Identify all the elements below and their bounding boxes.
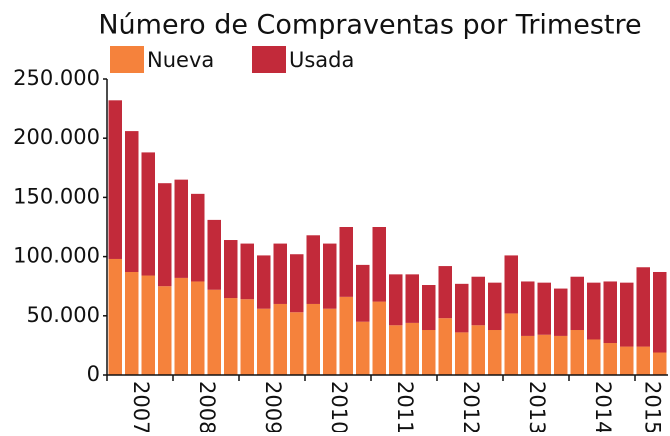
bar xyxy=(372,301,386,375)
bar xyxy=(158,183,172,287)
bar xyxy=(207,289,221,375)
bar xyxy=(438,266,452,319)
bar xyxy=(488,282,502,331)
bar xyxy=(273,243,287,304)
bar xyxy=(273,303,287,375)
bar xyxy=(290,312,304,375)
bar xyxy=(389,325,403,375)
y-tick-label: 150.000 xyxy=(13,184,100,208)
bar xyxy=(422,330,436,375)
bar xyxy=(438,318,452,375)
bar xyxy=(620,282,634,347)
bar xyxy=(306,303,320,375)
bar xyxy=(108,100,122,259)
bar xyxy=(125,271,139,375)
bar xyxy=(504,313,518,375)
y-tick-label: 200.000 xyxy=(13,125,100,149)
bar xyxy=(537,334,551,375)
legend-label: Nueva xyxy=(147,48,214,72)
bar xyxy=(603,281,617,344)
x-tick-label: 2013 xyxy=(525,381,549,432)
bar xyxy=(306,235,320,304)
bar xyxy=(620,346,634,375)
x-tick-label: 2015 xyxy=(641,381,665,432)
bar xyxy=(224,298,238,375)
bar xyxy=(158,286,172,375)
bar xyxy=(405,322,419,375)
bar xyxy=(405,274,419,323)
x-tick-label: 2008 xyxy=(195,381,219,432)
bar xyxy=(537,282,551,335)
x-tick-label: 2014 xyxy=(591,381,615,432)
bar xyxy=(224,240,238,299)
y-tick-label: 50.000 xyxy=(27,303,100,327)
bar xyxy=(587,282,601,340)
bar xyxy=(488,330,502,375)
bar xyxy=(125,131,139,272)
bar xyxy=(191,281,205,375)
x-tick-label: 2007 xyxy=(129,381,153,432)
x-tick-label: 2012 xyxy=(459,381,483,432)
bar xyxy=(323,308,337,375)
bar xyxy=(372,227,386,302)
bar xyxy=(356,264,370,322)
bar xyxy=(636,346,650,375)
bar xyxy=(141,275,155,375)
bar xyxy=(554,288,568,336)
legend-swatch xyxy=(252,46,286,73)
bar xyxy=(257,255,271,309)
x-tick-label: 2010 xyxy=(327,381,351,432)
bar xyxy=(521,281,535,336)
bar xyxy=(257,308,271,375)
bar xyxy=(323,243,337,309)
bar xyxy=(422,285,436,331)
bar xyxy=(554,335,568,375)
bar xyxy=(141,152,155,276)
bar xyxy=(108,258,122,375)
bar xyxy=(174,277,188,375)
bar xyxy=(191,193,205,282)
bar xyxy=(207,219,221,290)
bar xyxy=(174,179,188,278)
legend-swatch xyxy=(110,46,144,73)
x-tick-label: 2009 xyxy=(261,381,285,432)
bar xyxy=(636,267,650,347)
y-tick-label: 100.000 xyxy=(13,244,100,268)
bar xyxy=(653,271,667,353)
legend-label: Usada xyxy=(289,48,354,72)
bar xyxy=(290,254,304,313)
bar xyxy=(471,325,485,375)
bar xyxy=(471,276,485,326)
bar xyxy=(521,335,535,375)
bar xyxy=(339,227,353,297)
bar xyxy=(339,296,353,375)
bar xyxy=(455,283,469,333)
bar xyxy=(603,343,617,375)
bar xyxy=(240,299,254,375)
bar xyxy=(570,330,584,375)
bar xyxy=(356,321,370,375)
bar xyxy=(570,276,584,331)
y-tick-label: 250.000 xyxy=(13,66,100,90)
bar xyxy=(504,255,518,314)
bar xyxy=(455,332,469,375)
bar xyxy=(389,274,403,326)
chart-title: Número de Compraventas por Trimestre xyxy=(98,10,641,41)
x-tick-label: 2011 xyxy=(393,381,417,432)
bar xyxy=(240,243,254,300)
y-tick-label: 0 xyxy=(87,362,100,386)
bar xyxy=(587,339,601,375)
bar xyxy=(653,352,667,375)
